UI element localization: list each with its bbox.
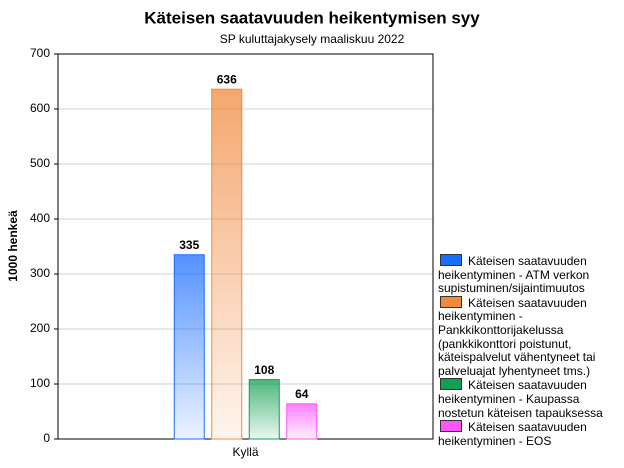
y-tick-label: 0 (43, 431, 50, 445)
bar (286, 403, 318, 440)
legend-item: Käteisen saatavuuden heikentyminen - EOS (438, 420, 622, 448)
bar (248, 379, 280, 440)
legend-label: Käteisen saatavuuden heikentyminen - EOS (438, 420, 587, 448)
legend-label: Käteisen saatavuuden heikentyminen - Pan… (438, 295, 596, 378)
chart-title: Käteisen saatavuuden heikentymisen syy (144, 8, 480, 27)
y-tick-label: 500 (30, 156, 50, 170)
bar (211, 88, 243, 440)
y-tick-label: 400 (30, 211, 50, 225)
y-axis-label: 1000 henkeä (6, 210, 20, 282)
y-tick-label: 600 (30, 101, 50, 115)
legend-swatch (440, 295, 462, 308)
y-tick-label: 300 (30, 266, 50, 280)
chart-subtitle: SP kuluttajakysely maaliskuu 2022 (220, 32, 405, 46)
legend-item: Käteisen saatavuuden heikentyminen - Pan… (438, 295, 622, 379)
value-label: 335 (179, 238, 199, 252)
legend-swatch (440, 378, 462, 391)
legend-item: Käteisen saatavuuden heikentyminen - Kau… (438, 378, 622, 420)
legend-label: Käteisen saatavuuden heikentyminen - ATM… (438, 254, 590, 296)
legend: Käteisen saatavuuden heikentyminen - ATM… (438, 254, 622, 448)
value-label: 108 (254, 363, 274, 377)
value-label: 636 (217, 72, 237, 86)
y-tick-label: 200 (30, 321, 50, 335)
value-label: 64 (295, 387, 309, 401)
y-tick-label: 100 (30, 376, 50, 390)
legend-swatch (440, 420, 462, 433)
legend-item: Käteisen saatavuuden heikentyminen - ATM… (438, 254, 622, 296)
bar (173, 254, 205, 440)
legend-swatch (440, 254, 462, 266)
legend-label: Käteisen saatavuuden heikentyminen - Kau… (438, 378, 603, 420)
plot-frame (57, 53, 434, 440)
x-tick-label: Kyllä (232, 445, 258, 459)
y-tick-label: 700 (30, 46, 50, 60)
